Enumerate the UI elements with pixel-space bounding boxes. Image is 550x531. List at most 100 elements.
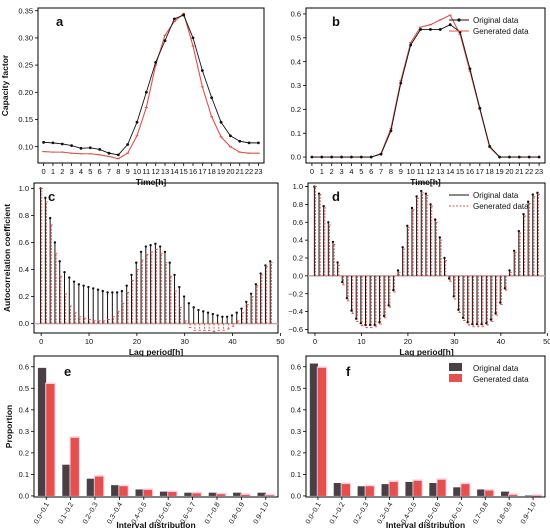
- stem-marker-original: [466, 321, 469, 324]
- x-tick-label: 16: [466, 167, 474, 176]
- stem-marker-original: [163, 250, 167, 254]
- stem-marker-original: [536, 191, 539, 195]
- y-tick-label: 0.0: [291, 492, 301, 501]
- bar-bar_original: [257, 492, 266, 496]
- bar-bar_generated: [461, 484, 470, 496]
- y-tick-label: 1.0: [19, 184, 29, 193]
- bar-bar_generated: [365, 486, 374, 496]
- stem-marker-original: [415, 195, 418, 198]
- data-point-original: [172, 17, 176, 21]
- data-point-original: [60, 142, 64, 146]
- stem-marker-original: [494, 312, 497, 315]
- x-tick-label: 4: [349, 167, 353, 176]
- data-point-original: [256, 141, 260, 145]
- x-tick-label: 11: [417, 167, 425, 176]
- bar-bar_original: [208, 492, 217, 496]
- y-tick-label: 0.15: [18, 115, 33, 124]
- legend-entry: Generated data: [473, 27, 529, 36]
- stem-marker-original: [485, 321, 488, 325]
- stem-marker-original: [211, 312, 215, 316]
- stem-marker-original: [48, 216, 52, 220]
- y-tick-label: 0.35: [18, 6, 33, 15]
- panel-f: 0.0 0.1 0.2 0.3 0.4 0.5 0.6 0.0~0.1 0.1~0.2 0.2~0…: [291, 355, 546, 530]
- x-tick-label: 50: [276, 337, 284, 346]
- y-tick-label: 0.4: [291, 405, 301, 414]
- stem-marker-original: [245, 300, 248, 304]
- data-point-original: [537, 155, 541, 159]
- x-tick-label: 50: [543, 337, 550, 346]
- x-tick-label: 13: [161, 167, 169, 176]
- stem-marker-original: [264, 264, 267, 267]
- stem-marker-original: [452, 295, 455, 298]
- panel-letter: b: [332, 14, 340, 29]
- stem-marker-original: [401, 246, 404, 249]
- stem-marker-original: [202, 310, 205, 313]
- y-tick-label: 0.20: [18, 88, 33, 97]
- y-tick-label: 0.1: [19, 470, 29, 479]
- data-point-original: [508, 155, 511, 159]
- x-tick-label: 20: [133, 337, 141, 346]
- x-tick-label: 0.7~0.8: [204, 501, 222, 525]
- data-point-original: [191, 36, 195, 40]
- bar-bar_generated: [341, 484, 350, 496]
- x-tick-label: 40: [497, 337, 505, 346]
- x-tick-label: 19: [217, 167, 225, 176]
- stem-marker-original: [111, 291, 114, 294]
- data-point-original: [116, 153, 120, 157]
- data-point-original: [107, 151, 111, 155]
- y-tick-label: 0.6: [293, 218, 303, 227]
- bar-halo: [531, 494, 543, 496]
- x-tick-label: 17: [476, 167, 484, 176]
- x-tick-label: 0.2~0.3: [82, 501, 100, 525]
- bar-bar_generated: [192, 493, 201, 496]
- x-tick-label: 22: [245, 167, 253, 176]
- stem-marker-original: [82, 284, 85, 287]
- data-point-original: [310, 155, 314, 159]
- y-tick-label: 0.0: [19, 319, 29, 328]
- x-tick-label: 8: [116, 167, 120, 176]
- x-tick-label: 0.8~0.9: [496, 501, 514, 525]
- stem-marker-original: [240, 307, 243, 310]
- stem-marker-original: [420, 189, 423, 193]
- data-point-original: [200, 69, 204, 72]
- stem-marker-original: [336, 261, 339, 264]
- x-tick-label: 20: [505, 167, 513, 176]
- x-tick-label: 15: [456, 167, 464, 176]
- x-tick-label: 8: [389, 167, 393, 176]
- bar-bar_original: [453, 487, 462, 496]
- stem-marker-original: [382, 314, 386, 318]
- stem-marker-original: [447, 277, 451, 280]
- bar-bar_generated: [143, 489, 153, 496]
- stem-marker-original: [461, 316, 465, 320]
- x-tick-label: 10: [85, 337, 93, 346]
- y-tick-label: 0.25: [18, 61, 33, 70]
- stem-marker-original: [206, 311, 210, 314]
- bar-bar_generated: [317, 367, 327, 496]
- stem-marker-original: [58, 260, 61, 263]
- x-tick-label: 0.0~0.1: [33, 501, 51, 525]
- stem-marker-original: [331, 240, 335, 244]
- data-point-original: [429, 28, 432, 31]
- x-tick-label: 5: [88, 167, 92, 176]
- stem-marker-original: [373, 323, 376, 327]
- stem-marker-original: [92, 287, 95, 290]
- y-tick-label: 0.1: [291, 470, 301, 479]
- x-tick-label: 0.1~0.2: [329, 501, 347, 525]
- stem-marker-original: [378, 321, 381, 324]
- series-line-generated: [43, 12, 259, 160]
- series-line-original: [43, 14, 259, 156]
- stem-marker-original: [354, 317, 358, 320]
- data-point-original: [498, 155, 501, 159]
- data-point-original: [438, 28, 442, 31]
- x-axis-label: Interval distribution: [386, 520, 465, 530]
- stem-marker-original: [387, 304, 390, 307]
- data-point-original: [126, 143, 130, 146]
- x-tick-label: 6: [369, 167, 373, 176]
- data-point-original: [182, 13, 186, 17]
- y-tick-label: 0.5: [291, 33, 301, 42]
- x-tick-label: 20: [226, 167, 234, 176]
- stem-marker-original: [503, 287, 507, 290]
- bar-halo: [507, 493, 519, 496]
- stem-marker-original: [192, 306, 195, 309]
- bar-bar_original: [135, 489, 144, 496]
